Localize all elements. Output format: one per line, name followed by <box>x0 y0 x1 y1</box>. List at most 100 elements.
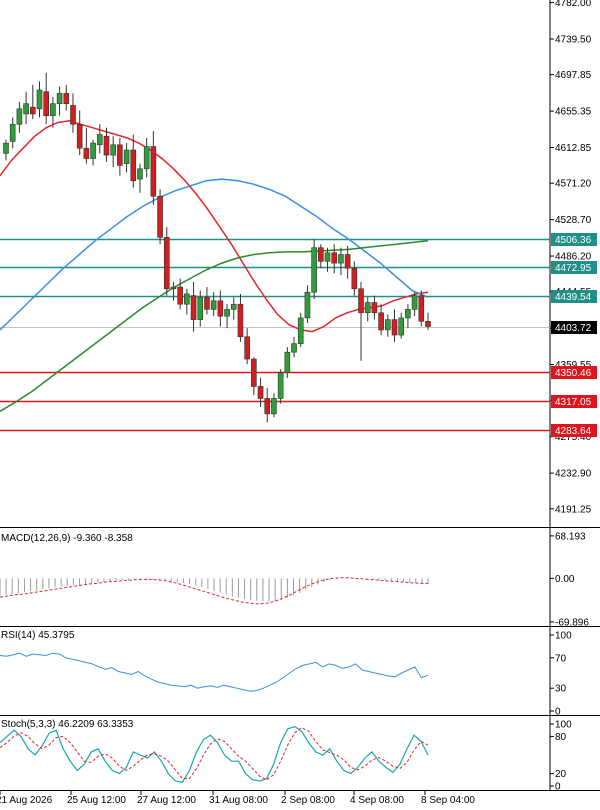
candle-bear <box>83 147 90 159</box>
level-tag <box>551 261 597 274</box>
candle-bull <box>23 103 29 115</box>
time-axis: 21 Aug 2026 25 Aug 12:00 27 Aug 12:00 31 Au… <box>0 790 475 806</box>
macd-label: MACD(12,26,9) -9.360 -8.358 <box>1 533 133 544</box>
candle-bear <box>244 336 250 360</box>
candle-bull <box>170 286 177 290</box>
level-tag-label: 4283.64 <box>555 426 592 437</box>
rsi-tick-label: 70 <box>555 653 567 664</box>
candle-bear <box>237 303 244 338</box>
time-tick-label: 27 Aug 12:00 <box>137 795 196 806</box>
candle-bear <box>264 398 271 415</box>
stoch-tick-label: 100 <box>555 720 572 731</box>
stoch-label: Stoch(5,3,3) 46.2209 63.3353 <box>1 719 134 730</box>
candle-bull <box>398 317 405 336</box>
candle-bear <box>378 312 384 331</box>
level-tag-label: 4317.05 <box>555 397 592 408</box>
rsi-tick-label: 100 <box>555 631 572 642</box>
candle-bear <box>103 135 110 156</box>
stoch-k-line <box>0 725 429 783</box>
grid-layer <box>0 0 600 791</box>
candle-bull <box>50 103 56 116</box>
moving-averages <box>0 120 429 412</box>
macd-signal-line <box>0 577 428 605</box>
candle-bull <box>197 297 204 320</box>
candle-bear <box>418 295 425 322</box>
candle-bear <box>76 123 83 149</box>
time-tick-label: 8 Sep 04:00 <box>421 795 475 806</box>
candle-bear <box>371 302 378 314</box>
candle-bear <box>150 146 157 197</box>
candle-bull <box>311 247 317 293</box>
candle-bull <box>324 252 331 262</box>
stoch-tick-label: 20 <box>555 769 567 780</box>
level-tag <box>551 395 597 408</box>
candle-bull <box>210 300 217 310</box>
price-tick-label: 4739.50 <box>555 34 592 45</box>
candle-bull <box>364 302 371 314</box>
price-tick-label: 4571.20 <box>555 179 592 190</box>
rsi-label: RSI(14) 45.3795 <box>1 630 75 641</box>
candle-bull <box>9 123 16 142</box>
level-tag <box>551 290 597 303</box>
candle-bull <box>405 309 411 319</box>
time-tick-label: 4 Sep 08:00 <box>350 795 404 806</box>
time-tick-label: 25 Aug 12:00 <box>67 795 126 806</box>
candle-bear <box>163 237 170 290</box>
level-tag <box>551 366 597 379</box>
level-tag-label: 4472.95 <box>555 263 592 274</box>
candle-bull <box>277 372 284 399</box>
level-tags: 4506.36 4472.95 4439.54 4350.46 4317.05 4283.… <box>551 233 597 437</box>
price-tick-label: 4612.85 <box>555 143 592 154</box>
price-tick-label: 4486.20 <box>555 252 592 263</box>
candle-bull <box>143 146 150 170</box>
candle-bull <box>224 309 230 317</box>
rsi-panel: 100 70 30 0 RSI(14) 45.3795 <box>0 630 572 718</box>
time-tick-label: 31 Aug 08:00 <box>209 795 268 806</box>
candle-bull <box>123 149 130 164</box>
candle-bear <box>257 386 264 399</box>
candle-bear <box>157 195 163 238</box>
stoch-tick-label: 80 <box>555 732 567 743</box>
candle-bull <box>338 254 344 264</box>
candles <box>3 72 431 423</box>
candle-bull <box>230 303 237 310</box>
level-lines <box>0 238 550 432</box>
level-tag <box>551 424 597 437</box>
candle-bear <box>331 252 338 264</box>
price-tick-label: 4528.70 <box>555 215 592 226</box>
macd-tick-label: -69.896 <box>555 617 589 628</box>
macd-tick-label: 0.00 <box>555 574 575 585</box>
candle-bear <box>117 144 123 166</box>
candle-bull <box>36 89 43 110</box>
price-tick-label: 4359.55 <box>555 360 592 371</box>
level-tag-label: 4350.46 <box>555 368 592 379</box>
candle-bull <box>137 168 143 180</box>
rsi-line <box>0 652 429 692</box>
price-tick-label: 4191.25 <box>555 504 592 515</box>
candle-bear <box>318 247 324 262</box>
stoch-tick-label: 0 <box>555 782 561 793</box>
candle-bull <box>284 351 291 374</box>
candle-bear <box>351 267 358 290</box>
candle-bear <box>204 297 210 310</box>
current-price-label: 4403.72 <box>555 323 592 334</box>
candle-bear <box>391 319 398 336</box>
candle-bull <box>3 142 9 154</box>
candle-bear <box>130 149 137 182</box>
candle-bull <box>291 343 297 353</box>
candle-bear <box>63 93 70 104</box>
candle-bear <box>251 358 257 387</box>
current-price-tag <box>551 321 597 334</box>
price-axis: 4782.00 4739.50 4697.85 4655.35 4612.85 4571.… <box>550 0 592 515</box>
price-tick-label: 4655.35 <box>555 107 592 118</box>
price-tick-label: 4697.85 <box>555 70 592 81</box>
price-tick-label: 4232.90 <box>555 469 592 480</box>
time-tick-label: 21 Aug 2026 <box>0 795 53 806</box>
ma-mid-line <box>0 178 429 331</box>
level-tag-label: 4439.54 <box>555 292 592 303</box>
macd-tick-label: 68.193 <box>555 531 586 542</box>
price-tick-label: 4275.40 <box>555 432 592 443</box>
macd-panel: 68.193 0.00 -69.896 MACD(12,26,9) -9.360 -8… <box>0 531 589 628</box>
